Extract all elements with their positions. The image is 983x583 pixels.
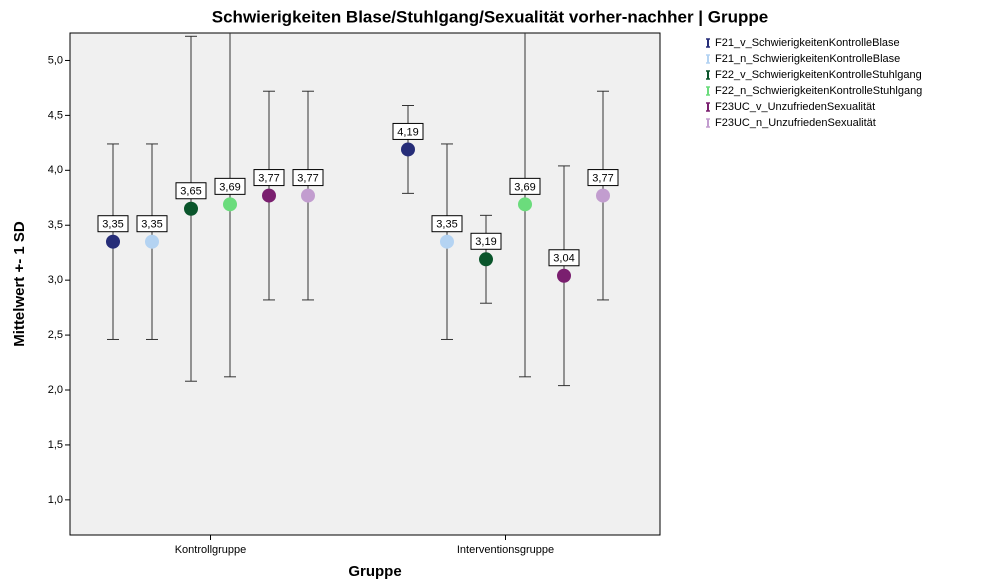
x-tick-label: Kontrollgruppe [175,544,247,556]
mean-point [106,234,120,249]
legend-label: F22_v_SchwierigkeitenKontrolleStuhlgang [715,69,922,81]
data-label-box [253,169,285,187]
data-label-box [509,177,541,195]
y-tick-label: 2,0 [48,384,63,396]
y-tick-label: 1,0 [48,494,63,506]
legend-label: F21_v_SchwierigkeitenKontrolleBlase [715,37,900,49]
data-label: 3,77 [258,172,279,184]
mean-point [184,201,198,216]
data-label-box [214,177,246,195]
mean-point [596,188,610,203]
legend-label: F23UC_v_UnzufriedenSexualität [715,101,875,113]
y-tick-label: 1,5 [48,439,63,451]
data-label: 3,69 [219,181,240,193]
data-label-box [97,215,129,233]
mean-point [557,268,571,283]
data-label: 3,69 [514,181,535,193]
mean-point [262,188,276,203]
data-label: 3,65 [180,186,201,198]
data-label-box [431,215,463,233]
data-label: 3,19 [475,236,496,248]
data-label: 3,04 [553,253,574,265]
data-label-box [136,215,168,233]
mean-point [440,234,454,249]
y-tick-label: 2,5 [48,329,63,341]
x-axis-label: Gruppe [348,563,401,580]
chart-title: Schwierigkeiten Blase/Stuhlgang/Sexualit… [212,7,768,26]
y-tick-label: 4,0 [48,164,63,176]
data-label: 4,19 [397,126,418,138]
mean-point [145,234,159,249]
data-label-box [392,122,424,140]
data-label-box [292,169,324,187]
data-label-box [470,232,502,250]
y-axis-label: Mittelwert +- 1 SD [11,221,28,347]
legend-label: F23UC_n_UnzufriedenSexualität [715,117,876,129]
mean-point [518,197,532,212]
data-label: 3,77 [297,172,318,184]
x-tick-label: Interventionsgruppe [457,544,554,556]
plot-area [69,32,661,536]
data-label: 3,35 [141,219,162,231]
data-label: 3,77 [592,172,613,184]
data-label: 3,35 [436,219,457,231]
data-label-box [587,169,619,187]
mean-point [479,252,493,267]
y-tick-label: 3,0 [48,274,63,286]
data-label-box [175,182,207,200]
mean-point [223,197,237,212]
legend-label: F22_n_SchwierigkeitenKontrolleStuhlgang [715,85,922,97]
data-label: 3,35 [102,219,123,231]
y-tick-label: 4,5 [48,109,63,121]
y-tick-label: 3,5 [48,219,63,231]
mean-point [301,188,315,203]
mean-point [401,142,415,157]
data-label-box [548,249,580,267]
legend-label: F21_n_SchwierigkeitenKontrolleBlase [715,53,900,65]
y-tick-label: 5,0 [48,54,63,66]
